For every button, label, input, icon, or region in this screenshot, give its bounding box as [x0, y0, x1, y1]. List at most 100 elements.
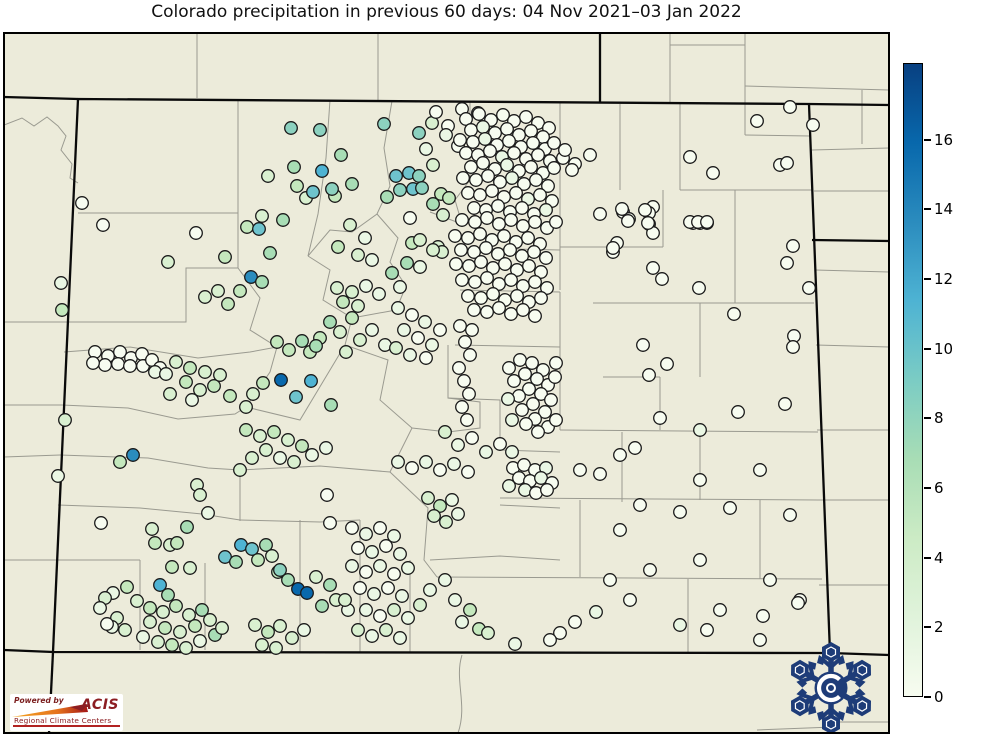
station-dot: [480, 271, 494, 285]
station-dot: [195, 603, 209, 617]
station-dot: [391, 301, 405, 315]
station-dot: [486, 287, 500, 301]
station-dot: [287, 455, 301, 469]
station-dot: [517, 177, 531, 191]
station-dot: [549, 215, 563, 229]
station-dot: [522, 382, 536, 396]
station-dot: [100, 617, 114, 631]
colorbar-tick-mark: [924, 417, 931, 420]
station-dot: [529, 173, 543, 187]
station-dot: [553, 626, 567, 640]
station-dot: [700, 215, 714, 229]
station-dot: [473, 188, 487, 202]
colorbar-tick-mark: [924, 696, 931, 698]
station-dot: [379, 539, 393, 553]
station-dot: [261, 169, 275, 183]
station-dot: [143, 601, 157, 615]
station-dot: [255, 209, 269, 223]
station-dot: [353, 333, 367, 347]
station-dot: [538, 405, 552, 419]
station-dot: [439, 515, 453, 529]
station-dot: [483, 144, 497, 158]
station-dot: [493, 175, 507, 189]
station-dot: [500, 158, 514, 172]
station-dot: [215, 621, 229, 635]
station-dot: [130, 594, 144, 608]
station-dot: [541, 179, 555, 193]
station-dot: [515, 201, 529, 215]
station-dot: [274, 373, 288, 387]
station-dot: [284, 121, 298, 135]
station-dot: [485, 184, 499, 198]
station-dot: [188, 619, 202, 633]
station-dot: [405, 461, 419, 475]
station-dot: [643, 563, 657, 577]
station-dot: [463, 603, 477, 617]
colorbar-tick-mark: [924, 208, 931, 211]
station-dot: [211, 284, 225, 298]
station-dot: [507, 146, 521, 160]
station-dot: [334, 148, 348, 162]
station-dot: [509, 186, 523, 200]
station-dot: [233, 463, 247, 477]
station-dot: [700, 623, 714, 637]
station-dot: [476, 120, 490, 134]
station-dot: [486, 261, 500, 275]
station-dot: [713, 603, 727, 617]
station-dot: [513, 353, 527, 367]
station-dot: [372, 287, 386, 301]
station-dot: [540, 483, 554, 497]
station-dot: [603, 573, 617, 587]
station-dot: [252, 222, 266, 236]
station-dot: [468, 275, 482, 289]
station-dot: [193, 383, 207, 397]
station-dot: [492, 217, 506, 231]
station-dot: [791, 596, 805, 610]
colorbar-tick-label: 6: [934, 478, 944, 497]
station-dot: [480, 211, 494, 225]
station-dot: [400, 256, 414, 270]
station-dot: [295, 439, 309, 453]
station-dot: [633, 498, 647, 512]
station-dot: [213, 368, 227, 382]
station-dot: [469, 173, 483, 187]
station-dot: [493, 437, 507, 451]
station-dot: [530, 372, 544, 386]
station-dot: [525, 356, 539, 370]
station-dot: [418, 315, 432, 329]
colorbar: [903, 63, 923, 697]
station-dot: [593, 207, 607, 221]
station-dot: [723, 501, 737, 515]
station-dot: [193, 634, 207, 648]
station-dot: [526, 136, 540, 150]
station-dot: [169, 599, 183, 613]
station-dot: [465, 431, 479, 445]
station-dot: [345, 285, 359, 299]
station-dot: [151, 635, 165, 649]
station-dot: [118, 623, 132, 637]
station-dot: [365, 323, 379, 337]
station-dot: [300, 586, 314, 600]
colorbar-tick-mark: [924, 138, 931, 141]
station-dot: [693, 553, 707, 567]
station-dot: [259, 443, 273, 457]
station-dot: [381, 581, 395, 595]
station-dot: [93, 601, 107, 615]
station-dot: [433, 463, 447, 477]
station-dot: [780, 156, 794, 170]
snowflake-logo: [790, 642, 872, 733]
station-dot: [462, 387, 476, 401]
station-dot: [94, 516, 108, 530]
station-dot: [412, 169, 426, 183]
station-dot: [393, 280, 407, 294]
station-dot: [565, 163, 579, 177]
acis-underline: [13, 725, 120, 727]
station-dot: [778, 397, 792, 411]
station-dot: [501, 392, 515, 406]
station-dot: [304, 374, 318, 388]
colorbar-tick-label: 10: [934, 339, 954, 358]
station-dot: [163, 387, 177, 401]
station-dot: [480, 305, 494, 319]
station-dot: [425, 338, 439, 352]
